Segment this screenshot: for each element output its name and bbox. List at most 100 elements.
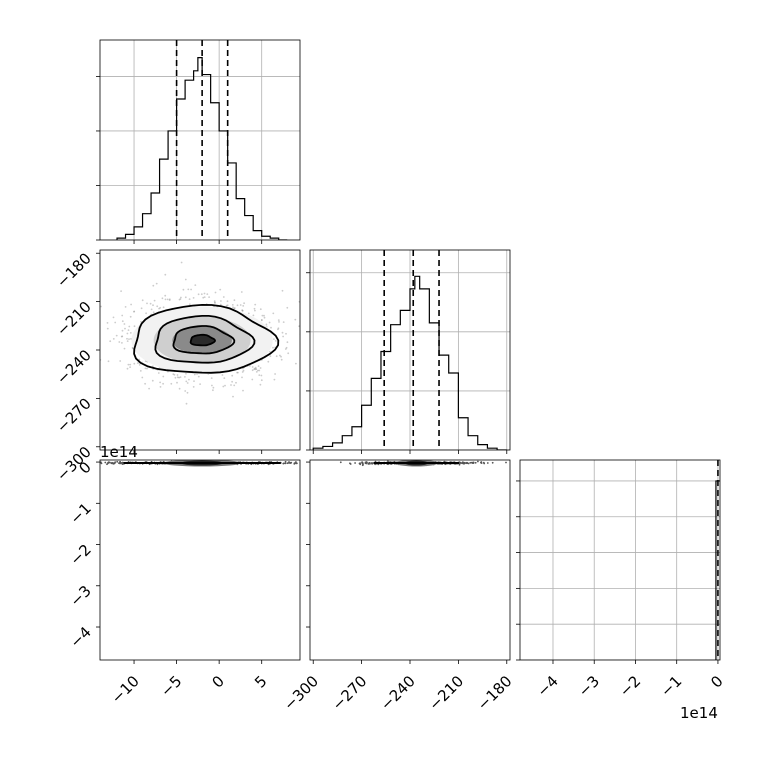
scatter-point (359, 463, 362, 466)
scatter-point (32, 463, 34, 465)
scatter-point (300, 334, 302, 336)
scatter-point (146, 302, 148, 305)
scatter-point (349, 462, 351, 465)
scatter-point (178, 387, 181, 390)
scatter-point (285, 346, 288, 349)
axes-layer: −10 −5 0 5 −300 −270 −240 −210 −180 −4 −3 −2 −1 0−300… (53, 39, 727, 714)
p2-x-ticklabel: −240 (377, 672, 419, 714)
scatter-point (469, 461, 472, 464)
p2-x-ticklabel: −300 (280, 672, 322, 714)
scatter-point (174, 376, 177, 379)
scatter-point (121, 342, 123, 344)
p1-x-ticklabel: 0 (208, 672, 227, 691)
scatter-point (112, 316, 115, 319)
scatter-point (242, 389, 244, 392)
scatter-point (260, 379, 263, 382)
p3-x-ticklabel: −3 (575, 672, 603, 700)
scatter-point (339, 461, 342, 464)
p3-y-ticklabel: −1 (66, 499, 94, 527)
scatter-point (257, 365, 260, 367)
scatter-point (285, 332, 287, 335)
scatter-point (98, 344, 100, 346)
scatter-point (179, 376, 182, 378)
scatter-point (108, 461, 110, 463)
p2-y-ticklabel: −240 (53, 346, 95, 388)
scatter-point (126, 332, 129, 335)
scatter-point (123, 347, 126, 350)
scatter-point (162, 382, 165, 385)
scatter-point (282, 335, 284, 338)
scatter-point (286, 462, 289, 465)
scatter-point (241, 371, 244, 373)
scatter-point (241, 310, 244, 312)
scatter-point (186, 391, 189, 394)
scatter-point (104, 461, 107, 464)
contour-line (172, 325, 236, 355)
scatter-point (159, 381, 162, 384)
scatter-point (221, 374, 224, 376)
scatter-point (371, 462, 373, 464)
scatter-point (477, 460, 479, 463)
scatter-point (368, 462, 370, 464)
scatter-point (94, 347, 96, 349)
density-panel-p1-p2 (94, 261, 302, 405)
scatter-point (202, 296, 205, 299)
scatter-point (129, 332, 132, 334)
scatter-point (178, 298, 181, 301)
scatter-point (100, 462, 103, 465)
scatter-point (185, 380, 188, 383)
scatter-point (118, 341, 121, 343)
scatter-point (237, 371, 239, 374)
scatter-point (267, 360, 270, 363)
scatter-point (144, 382, 147, 385)
scatter-point (301, 463, 303, 465)
scatter-point (149, 302, 152, 305)
scatter-point (219, 303, 222, 306)
scatter-point (259, 308, 262, 311)
scatter-point (261, 314, 264, 317)
scatter-point (288, 461, 290, 463)
scatter-point (164, 298, 167, 301)
scatter-point (231, 380, 234, 383)
scatter-point (236, 304, 239, 307)
scatter-point (129, 366, 132, 368)
scatter-point (184, 376, 186, 378)
scatter-point (251, 378, 254, 381)
scatter-point (119, 360, 122, 362)
scatter-point (222, 296, 225, 298)
scatter-point (188, 378, 190, 381)
scatter-point (100, 305, 102, 308)
scatter-point (273, 378, 276, 381)
scatter-point (321, 463, 323, 465)
scatter-point (109, 340, 112, 343)
scatter-point (157, 372, 160, 374)
scatter-point (239, 304, 242, 306)
p2-x-ticklabel: −270 (329, 672, 371, 714)
scatter-point (139, 370, 142, 372)
scatter-point (354, 462, 356, 464)
scatter-point (111, 461, 113, 464)
scatter-point (148, 387, 151, 390)
scatter-point (298, 325, 300, 328)
scatter-point (230, 384, 232, 386)
scatter-point (242, 305, 245, 307)
scatter-point (280, 355, 282, 358)
panel-frame-p1-p3 (99, 459, 301, 661)
scatter-point (240, 291, 243, 293)
scatter-point (182, 288, 185, 291)
scatter-point (220, 300, 222, 302)
scatter-point (155, 282, 158, 285)
scatter-point (188, 298, 191, 300)
scatter-point (343, 461, 345, 463)
scatter-point (176, 381, 178, 384)
scatter-point (162, 375, 165, 378)
scatter-point (176, 376, 179, 379)
scatter-point (97, 344, 99, 346)
scatter-point (263, 314, 265, 317)
histogram-panel-p2 (310, 250, 510, 450)
scatter-point (258, 374, 261, 376)
scatter-point (284, 460, 287, 463)
p3-y-ticklabel: −2 (66, 541, 94, 569)
scatter-point (168, 299, 171, 301)
